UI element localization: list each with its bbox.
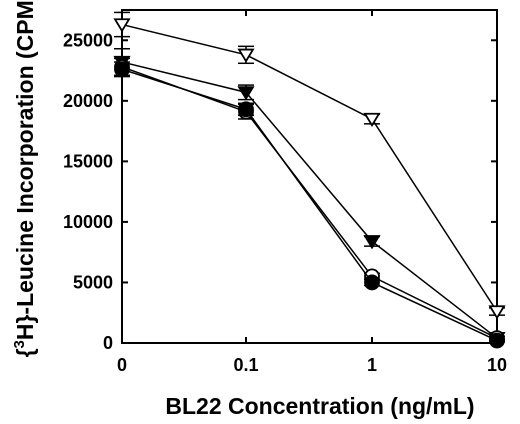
x-axis-title: BL22 Concentration (ng/mL) (165, 393, 474, 419)
data-point (364, 274, 380, 291)
series-4 (114, 61, 505, 349)
data-point (488, 305, 506, 320)
y-axis-title-superscript: 3 (11, 340, 28, 348)
series-group (113, 11, 506, 349)
data-point (237, 48, 255, 63)
data-point (238, 101, 254, 118)
series-line (121, 68, 498, 342)
y-tick-label: 20000 (63, 91, 113, 111)
series-1 (113, 11, 506, 320)
y-tick-label: 25000 (63, 30, 113, 50)
y-tick-label: 10000 (63, 212, 113, 232)
x-tick-label: 0.1 (233, 355, 258, 375)
data-point (114, 61, 130, 78)
y-tick-label: 0 (103, 333, 113, 353)
x-tick-label: 1 (367, 355, 377, 375)
x-tick-label: 10 (487, 355, 507, 375)
data-point (113, 18, 131, 33)
data-point (363, 235, 381, 250)
y-tick-label: 15000 (63, 151, 113, 171)
y-axis-ticks: 0 5000 10000 15000 20000 25000 (63, 30, 497, 353)
plot-border (121, 9, 498, 344)
plot-frame (121, 9, 498, 344)
series-line (121, 23, 498, 312)
y-axis-title-prefix: { (12, 348, 38, 357)
x-axis-ticks: 0 0.1 1 10 (117, 10, 507, 375)
series-line (121, 66, 498, 339)
y-axis-title-rest: H}-Leucine Incorporation (CPM) (12, 0, 38, 340)
series-line (121, 61, 498, 339)
data-point (363, 112, 381, 128)
data-point (489, 332, 505, 349)
data-point (237, 86, 255, 101)
y-tick-label: 5000 (73, 272, 113, 292)
series-3 (114, 57, 505, 347)
x-tick-label: 0 (117, 355, 127, 375)
y-axis-title: {3H}-Leucine Incorporation (CPM) (11, 0, 38, 357)
